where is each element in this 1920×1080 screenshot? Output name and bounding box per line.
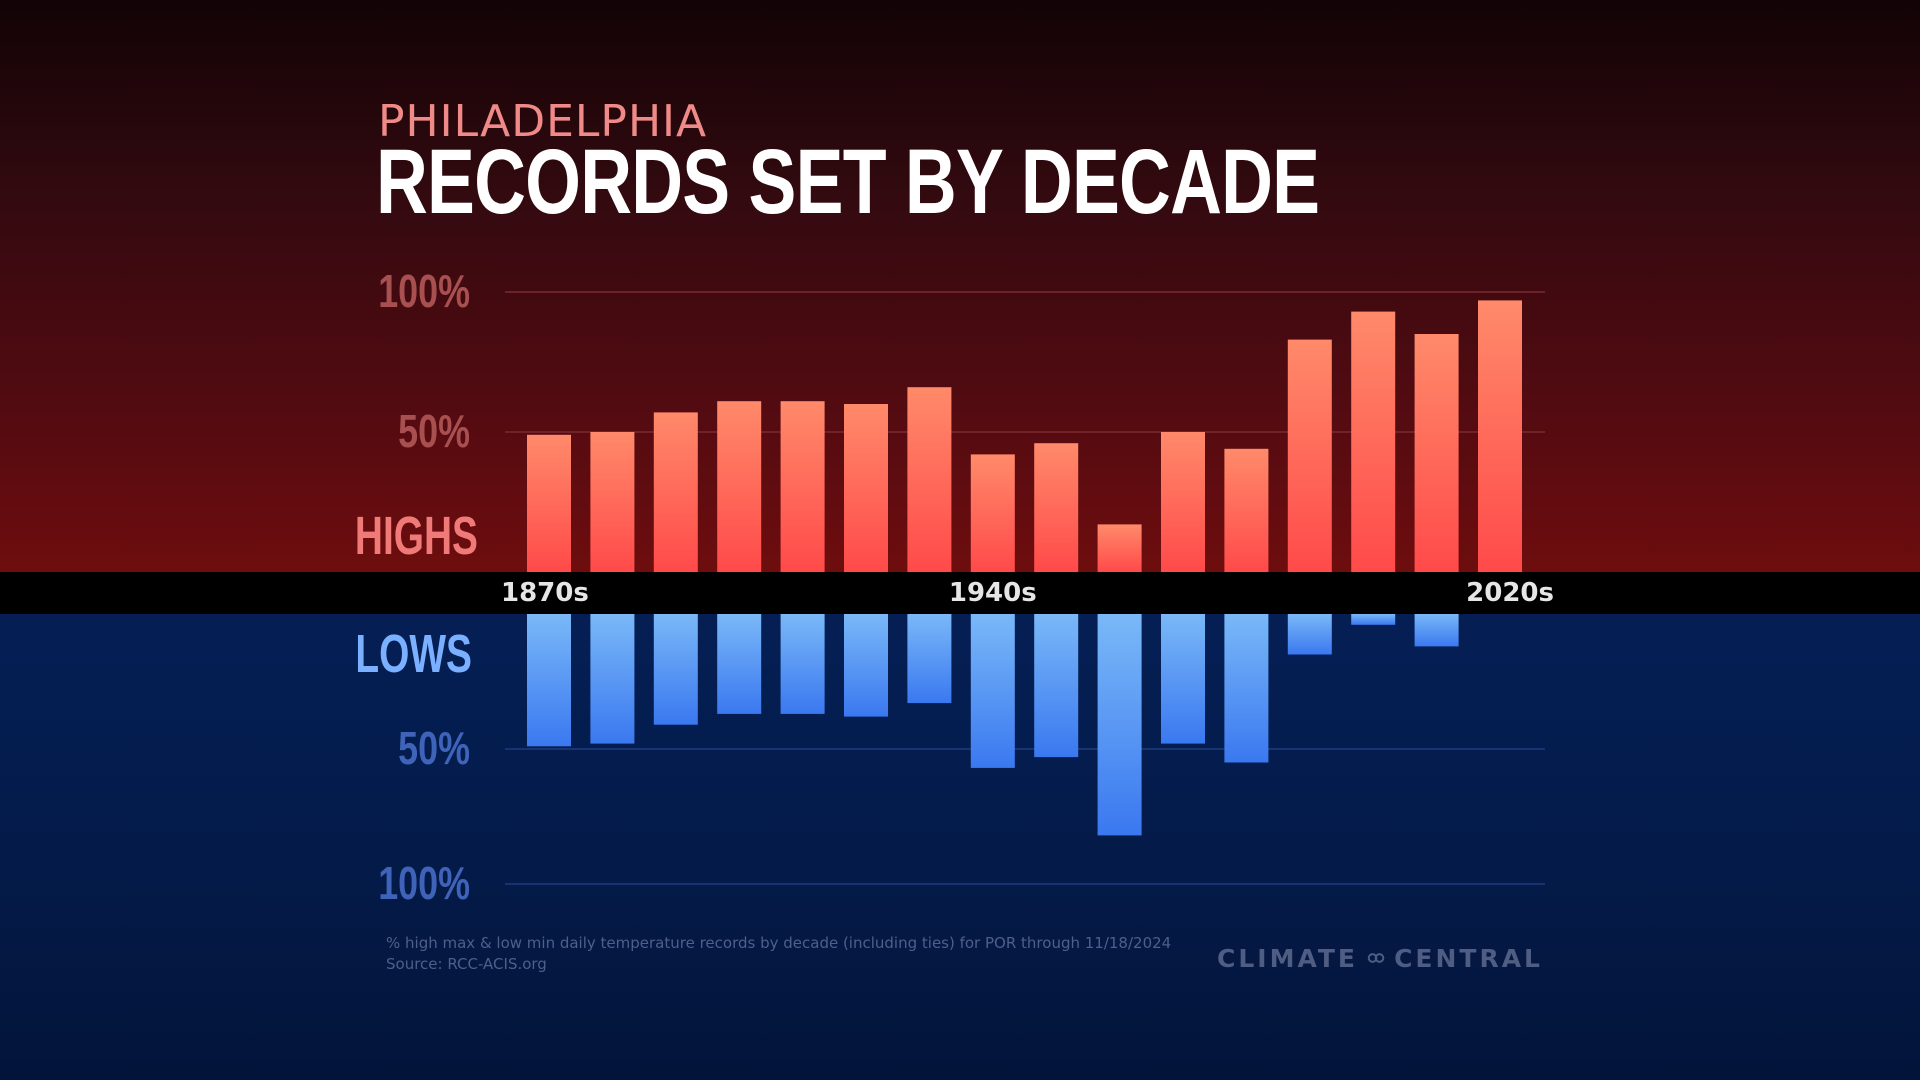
bar-lows-1870s	[527, 614, 571, 747]
bar-highs-1920s	[844, 404, 888, 572]
bar-highs-2000s	[1351, 311, 1396, 572]
bar-highs-2020s	[1478, 300, 1522, 572]
bar-highs-1940s	[970, 454, 1015, 572]
bar-highs-1960s	[1097, 524, 1142, 572]
axis-band	[0, 572, 1920, 614]
bar-lows-1940s	[970, 614, 1015, 768]
chart-title: RECORDS SET BY DECADE	[376, 131, 1320, 233]
x-tick-label: 1940s	[949, 578, 1037, 608]
y-tick-label: 100%	[378, 858, 470, 909]
highs-background	[0, 0, 1920, 572]
bar-highs-1980s	[1224, 448, 1269, 572]
bar-lows-2010s	[1414, 614, 1459, 647]
series-label-lows: LOWS	[355, 623, 472, 684]
bar-highs-1930s	[907, 387, 952, 572]
lows-background	[0, 614, 1920, 1080]
bar-lows-1920s	[844, 614, 888, 717]
bar-lows-1990s	[1287, 614, 1332, 655]
logo-mark-icon	[1367, 953, 1385, 963]
bar-highs-1900s	[717, 401, 762, 572]
bar-lows-1890s	[653, 614, 698, 725]
bar-lows-1960s	[1097, 614, 1142, 836]
logo-text-left: CLIMATE	[1217, 943, 1358, 973]
x-tick-label: 1870s	[501, 578, 589, 608]
y-tick-label: 50%	[398, 406, 470, 457]
bar-highs-1870s	[527, 434, 571, 572]
bar-highs-1890s	[653, 412, 698, 572]
bar-highs-1970s	[1161, 432, 1205, 572]
bar-highs-1950s	[1034, 443, 1079, 572]
bar-lows-1950s	[1034, 614, 1079, 758]
bar-highs-1910s	[780, 401, 825, 572]
climate-central-logo: CLIMATE CENTRAL	[1217, 940, 1543, 976]
y-tick-label: 100%	[378, 266, 470, 317]
bar-lows-2000s	[1351, 614, 1396, 625]
bar-lows-1880s	[590, 614, 635, 744]
series-label-highs: HIGHS	[355, 505, 478, 566]
chart-subtitle: PHILADELPHIA	[378, 96, 708, 147]
bar-lows-1970s	[1161, 614, 1205, 744]
bar-lows-1910s	[780, 614, 825, 714]
bar-lows-1980s	[1224, 614, 1269, 763]
bar-highs-1880s	[590, 432, 635, 572]
bar-lows-1930s	[907, 614, 952, 704]
x-tick-label: 2020s	[1466, 578, 1554, 608]
bar-highs-2010s	[1414, 334, 1459, 572]
logo-text-right: CENTRAL	[1394, 943, 1543, 973]
bar-lows-1900s	[717, 614, 762, 714]
y-tick-label: 50%	[398, 723, 470, 774]
bar-highs-1990s	[1287, 339, 1332, 572]
footnote-text: % high max & low min daily temperature r…	[386, 934, 1172, 952]
source-text: Source: RCC-ACIS.org	[386, 955, 547, 973]
